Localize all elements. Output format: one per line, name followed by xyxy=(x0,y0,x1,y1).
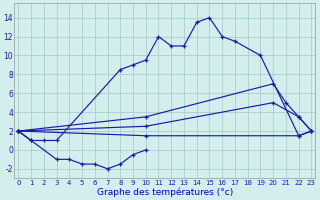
X-axis label: Graphe des températures (°c): Graphe des températures (°c) xyxy=(97,187,233,197)
